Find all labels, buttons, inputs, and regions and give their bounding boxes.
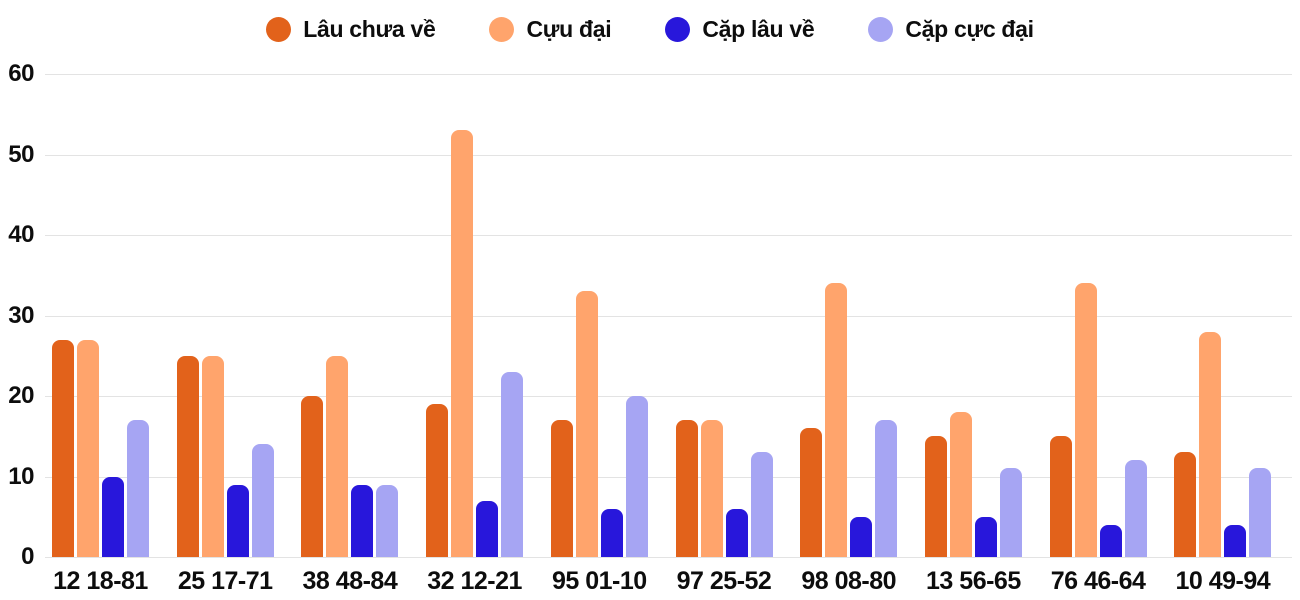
bar-series-3-group-7 — [850, 516, 873, 557]
bar-series-3-group-2 — [226, 484, 249, 557]
x-axis-label-6: 97 25-52 — [676, 567, 772, 595]
bar-series-4-group-1 — [127, 420, 149, 557]
legend-label: Cặp cực đại — [905, 15, 1034, 42]
plot-area: 0 10 20 30 40 50 60 12 18-81 25 17-71 38 48-84 32 … — [0, 60, 1300, 600]
bar-series-1-group-7 — [800, 428, 823, 557]
x-axis-label-7: 98 08-80 — [801, 567, 897, 595]
y-axis-label-60: 60 — [8, 60, 34, 87]
bar-series-3-group-3 — [351, 484, 374, 557]
y-axis-label-10: 10 — [8, 462, 34, 490]
x-axis-label-9: 76 46-64 — [1050, 567, 1146, 595]
bar-series-2-group-4 — [451, 130, 474, 557]
legend-swatch-icon — [868, 16, 894, 42]
bar-series-1-group-10 — [1174, 452, 1197, 557]
y-axis-label-20: 20 — [8, 382, 34, 409]
bar-series-1-group-3 — [301, 396, 324, 557]
gridline-y-40 — [45, 235, 1292, 236]
bar-series-1-group-4 — [426, 404, 449, 557]
gridline-y-10 — [45, 476, 1292, 478]
bar-series-2-group-5 — [575, 291, 598, 557]
gridline-y-20 — [45, 396, 1292, 397]
bar-series-3-group-9 — [1099, 524, 1122, 557]
bar-series-3-group-6 — [725, 508, 748, 557]
bar-series-1-group-9 — [1049, 436, 1072, 557]
bar-series-3-group-10 — [1224, 524, 1247, 557]
bar-series-2-group-2 — [201, 355, 224, 557]
gridline-y-30 — [45, 315, 1292, 317]
bar-series-1-group-8 — [924, 436, 947, 557]
bar-series-2-group-10 — [1199, 331, 1222, 557]
bar-series-4-group-9 — [1124, 460, 1147, 557]
bar-series-4-group-10 — [1249, 468, 1272, 557]
gridline-y-50 — [45, 154, 1292, 156]
legend-label: Cựu đại — [526, 15, 612, 42]
bar-series-4-group-3 — [376, 484, 399, 557]
bar-series-2-group-1 — [77, 339, 99, 557]
bar-series-4-group-5 — [625, 396, 648, 557]
x-axis-label-8: 13 56-65 — [926, 567, 1021, 595]
x-axis-label-3: 38 48-84 — [302, 567, 398, 595]
legend-item-3: Cặp lâu về — [665, 15, 815, 43]
chart-legend: Lâu chưa về Cựu đại Cặp lâu về Cặp cực đại — [0, 8, 1300, 50]
x-axis-label-4: 32 12-21 — [427, 567, 522, 595]
gridline-y-60 — [45, 74, 1292, 75]
bar-series-2-group-9 — [1074, 283, 1097, 557]
y-axis-label-30: 30 — [8, 301, 34, 329]
gridline-y-0 — [45, 557, 1292, 558]
y-axis-label-0: 0 — [21, 543, 34, 570]
legend-item-2: Cựu đại — [489, 15, 612, 43]
bar-series-3-group-1 — [102, 476, 124, 557]
bar-series-1-group-1 — [52, 339, 74, 557]
bar-series-1-group-5 — [550, 420, 573, 557]
x-axis-label-10: 10 49-94 — [1175, 567, 1271, 595]
legend-item-4: Cặp cực đại — [868, 15, 1034, 43]
x-axis-label-5: 95 01-10 — [551, 567, 647, 595]
legend-label: Lâu chưa về — [303, 15, 436, 42]
bar-series-4-group-2 — [251, 444, 274, 557]
y-axis-label-50: 50 — [8, 140, 34, 168]
legend-label: Cặp lâu về — [702, 15, 815, 42]
bar-series-3-group-8 — [974, 516, 997, 557]
bar-series-2-group-3 — [326, 355, 349, 557]
bar-series-3-group-4 — [476, 500, 499, 557]
legend-swatch-icon — [266, 16, 292, 42]
legend-swatch-icon — [489, 16, 515, 42]
x-axis-label-1: 12 18-81 — [53, 567, 148, 595]
bar-series-4-group-6 — [750, 452, 773, 557]
legend-swatch-icon — [665, 16, 691, 42]
bar-series-2-group-7 — [825, 283, 848, 557]
bar-series-4-group-7 — [875, 420, 898, 557]
bar-series-4-group-4 — [501, 371, 524, 557]
bar-series-3-group-5 — [600, 508, 623, 557]
bar-series-2-group-8 — [949, 412, 972, 557]
y-axis-label-40: 40 — [8, 221, 34, 248]
bar-series-2-group-6 — [700, 420, 723, 557]
x-axis-label-2: 25 17-71 — [177, 567, 273, 595]
bar-series-4-group-8 — [999, 468, 1022, 557]
bar-series-1-group-6 — [675, 420, 698, 557]
legend-item-1: Lâu chưa về — [266, 15, 436, 43]
bar-series-1-group-2 — [176, 355, 199, 557]
